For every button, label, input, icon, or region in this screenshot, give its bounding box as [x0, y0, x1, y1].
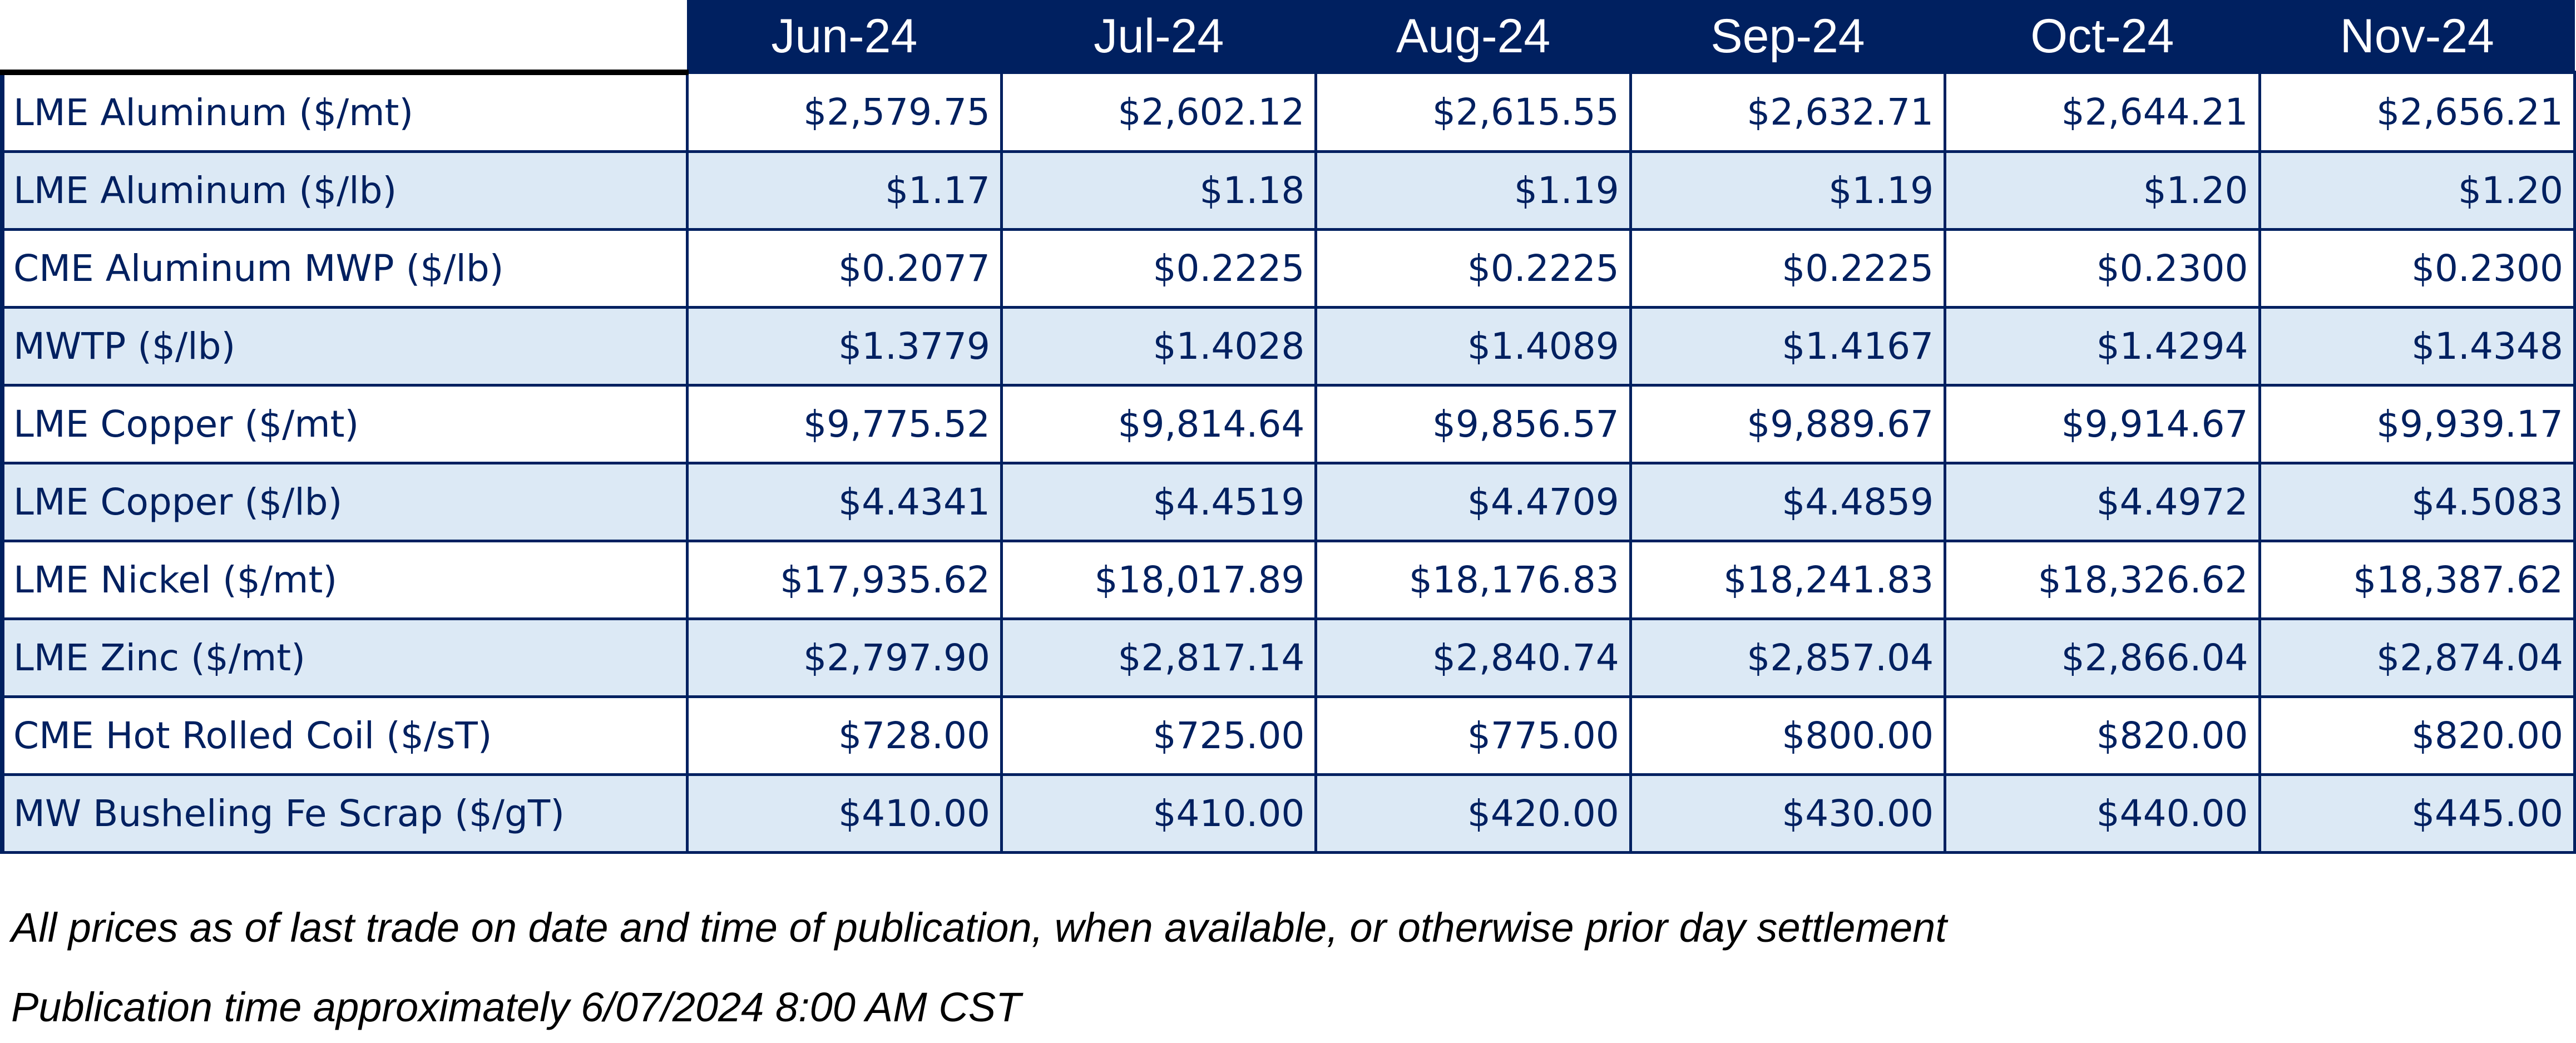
price-cell: $18,387.62 — [2258, 540, 2576, 620]
price-cell: $4.4709 — [1314, 462, 1632, 542]
price-cell: $2,656.21 — [2258, 71, 2576, 153]
price-cell: $2,579.75 — [685, 71, 1003, 153]
table-row: LME Zinc ($/mt) $2,797.90 $2,817.14 $2,840.… — [0, 617, 2576, 698]
month-header: Sep-24 — [1630, 0, 1945, 74]
price-cell: $2,857.04 — [1629, 617, 1947, 698]
price-cell: $2,602.12 — [1000, 71, 1318, 153]
table-row: CME Aluminum MWP ($/lb) $0.2077 $0.2225 $0.… — [0, 228, 2576, 309]
month-header: Oct-24 — [1945, 0, 2260, 74]
price-cell: $1.3779 — [685, 306, 1003, 387]
price-cell: $728.00 — [685, 695, 1003, 776]
price-cell: $4.4859 — [1629, 462, 1947, 542]
price-cell: $2,817.14 — [1000, 617, 1318, 698]
header-row: Jun-24 Jul-24 Aug-24 Sep-24 Oct-24 Nov-2… — [2, 0, 2575, 75]
price-cell: $9,775.52 — [685, 384, 1003, 464]
table-body: LME Aluminum ($/mt) $2,579.75 $2,602.12 $2,… — [0, 71, 2576, 854]
price-cell: $4.4341 — [685, 462, 1003, 542]
price-cell: $0.2300 — [2258, 228, 2576, 309]
price-cell: $18,241.83 — [1629, 540, 1947, 620]
month-header: Jun-24 — [687, 0, 1002, 74]
table-row: LME Nickel ($/mt) $17,935.62 $18,017.89 $18… — [0, 540, 2576, 620]
price-cell: $1.20 — [2258, 150, 2576, 231]
price-cell: $1.17 — [685, 150, 1003, 231]
price-cell: $2,632.71 — [1629, 71, 1947, 153]
price-cell: $820.00 — [1944, 695, 2261, 776]
footnote-publication-time: Publication time approximately 6/07/2024… — [11, 984, 1021, 1030]
row-label: LME Zinc ($/mt) — [0, 617, 689, 698]
price-cell: $18,326.62 — [1944, 540, 2261, 620]
price-cell: $18,017.89 — [1000, 540, 1318, 620]
price-cell: $2,644.21 — [1944, 71, 2261, 153]
row-label: LME Aluminum ($/mt) — [0, 71, 689, 153]
price-cell: $1.4089 — [1314, 306, 1632, 387]
price-cell: $1.4348 — [2258, 306, 2576, 387]
price-cell: $775.00 — [1314, 695, 1632, 776]
month-header: Jul-24 — [1001, 0, 1316, 74]
row-label: CME Aluminum MWP ($/lb) — [0, 228, 689, 309]
price-cell: $2,840.74 — [1314, 617, 1632, 698]
price-cell: $725.00 — [1000, 695, 1318, 776]
price-cell: $410.00 — [1000, 773, 1318, 854]
table-row: CME Hot Rolled Coil ($/sT) $728.00 $725.00… — [0, 695, 2576, 776]
row-label: LME Nickel ($/mt) — [0, 540, 689, 620]
row-label: LME Aluminum ($/lb) — [0, 150, 689, 231]
price-cell: $9,939.17 — [2258, 384, 2576, 464]
price-cell: $0.2225 — [1314, 228, 1632, 309]
month-header: Aug-24 — [1316, 0, 1631, 74]
table-header: Jun-24 Jul-24 Aug-24 Sep-24 Oct-24 Nov-2… — [2, 0, 2575, 75]
table-row: LME Copper ($/mt) $9,775.52 $9,814.64 $9,85… — [0, 384, 2576, 464]
price-cell: $410.00 — [685, 773, 1003, 854]
table-row: MWTP ($/lb) $1.3779 $1.4028 $1.4089 $1.4167 $… — [0, 306, 2576, 387]
price-cell: $445.00 — [2258, 773, 2576, 854]
price-cell: $1.4028 — [1000, 306, 1318, 387]
price-cell: $4.4519 — [1000, 462, 1318, 542]
price-cell: $1.20 — [1944, 150, 2261, 231]
price-cell: $2,615.55 — [1314, 71, 1632, 153]
price-cell: $1.18 — [1000, 150, 1318, 231]
row-label: MWTP ($/lb) — [0, 306, 689, 387]
price-cell: $2,797.90 — [685, 617, 1003, 698]
price-cell: $430.00 — [1629, 773, 1947, 854]
price-cell: $2,866.04 — [1944, 617, 2261, 698]
row-label: CME Hot Rolled Coil ($/sT) — [0, 695, 689, 776]
price-cell: $2,874.04 — [2258, 617, 2576, 698]
table-row: LME Aluminum ($/mt) $2,579.75 $2,602.12 $2,… — [0, 71, 2576, 153]
price-cell: $1.4294 — [1944, 306, 2261, 387]
row-label: LME Copper ($/lb) — [0, 462, 689, 542]
price-cell: $800.00 — [1629, 695, 1947, 776]
row-label: LME Copper ($/mt) — [0, 384, 689, 464]
metal-price-table: Jun-24 Jul-24 Aug-24 Sep-24 Oct-24 Nov-2… — [0, 0, 2576, 854]
price-cell: $9,914.67 — [1944, 384, 2261, 464]
header-corner-cell — [2, 1, 688, 75]
price-cell: $0.2077 — [685, 228, 1003, 309]
price-cell: $4.5083 — [2258, 462, 2576, 542]
price-cell: $820.00 — [2258, 695, 2576, 776]
footnote-price-basis: All prices as of last trade on date and … — [11, 904, 1947, 951]
price-cell: $1.19 — [1629, 150, 1947, 231]
table-row: LME Aluminum ($/lb) $1.17 $1.18 $1.19 $1.19 $… — [0, 150, 2576, 231]
price-cell: $9,856.57 — [1314, 384, 1632, 464]
price-cell: $0.2225 — [1000, 228, 1318, 309]
price-cell: $9,889.67 — [1629, 384, 1947, 464]
price-cell: $0.2300 — [1944, 228, 2261, 309]
price-cell: $18,176.83 — [1314, 540, 1632, 620]
month-header: Nov-24 — [2259, 0, 2575, 74]
table-row: LME Copper ($/lb) $4.4341 $4.4519 $4.4709 $4… — [0, 462, 2576, 542]
price-cell: $420.00 — [1314, 773, 1632, 854]
price-cell: $1.4167 — [1629, 306, 1947, 387]
price-cell: $0.2225 — [1629, 228, 1947, 309]
price-cell: $17,935.62 — [685, 540, 1003, 620]
price-cell: $1.19 — [1314, 150, 1632, 231]
price-cell: $9,814.64 — [1000, 384, 1318, 464]
price-cell: $440.00 — [1944, 773, 2261, 854]
price-cell: $4.4972 — [1944, 462, 2261, 542]
table-row: MW Busheling Fe Scrap ($/gT) $410.00 $410.… — [0, 773, 2576, 854]
row-label: MW Busheling Fe Scrap ($/gT) — [0, 773, 689, 854]
